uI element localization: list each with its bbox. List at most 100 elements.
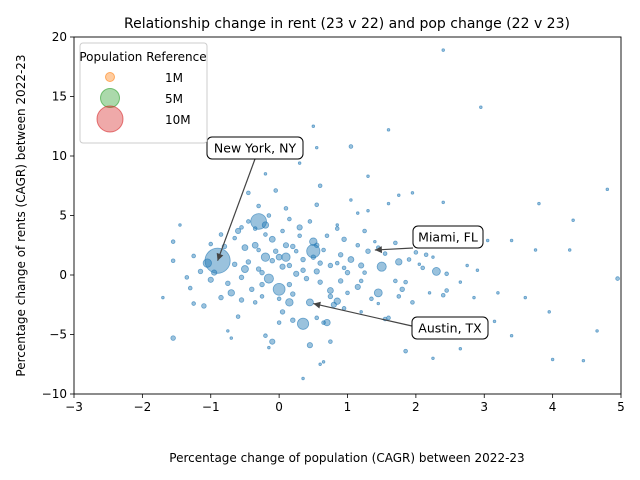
data-point [373,288,383,298]
data-point [263,232,268,237]
data-point [283,206,289,211]
data-point [280,228,285,234]
annotation-box [412,225,484,249]
chart-title: Relationship change in rent (23 v 22) an… [124,16,570,32]
data-point [170,335,176,341]
data-point [386,201,391,206]
data-point [472,295,476,300]
data-point [231,261,238,267]
data-point [246,219,251,224]
data-point [246,190,251,196]
data-point [431,356,435,361]
data-point [273,188,278,193]
annotation-box [206,136,304,160]
data-point [313,268,320,275]
data-point [269,258,275,264]
data-point [282,242,290,249]
data-point [362,228,367,234]
x-tick-label: −3 [65,400,83,414]
data-point [293,248,299,254]
data-point [345,290,350,296]
data-point [395,258,403,266]
data-point [492,319,497,324]
data-point [341,306,347,311]
data-point [431,255,435,259]
data-point [335,223,339,227]
data-point [382,251,388,256]
annotation-arrow [313,302,413,327]
data-point [537,201,541,206]
data-point [235,314,241,319]
data-point [314,202,320,208]
data-point [334,226,340,231]
data-point [249,286,255,292]
data-point [161,295,165,300]
data-point [261,221,270,229]
data-point [396,294,402,299]
data-point [252,300,258,305]
data-point [327,287,334,294]
data-point [218,294,224,301]
data-point [318,362,322,366]
data-point [441,48,445,52]
data-point [281,252,291,262]
legend-label-10m: 10M [165,113,191,127]
data-point [354,283,361,290]
data-point [315,145,319,150]
x-tick-label: 0 [275,400,283,414]
x-tick-label: 1 [344,400,352,414]
y-tick-label: −5 [49,328,67,342]
data-point [317,260,323,266]
data-point [269,338,276,345]
data-point [330,301,337,308]
data-point [245,259,252,265]
data-point [334,260,340,266]
data-point [321,320,326,325]
data-point [403,279,408,285]
data-point [327,262,334,269]
data-point [268,235,276,243]
data-point [410,191,415,195]
legend-title: Population Reference [79,50,206,64]
data-point [605,187,610,192]
data-point [496,291,500,295]
data-point [287,216,292,222]
annotation-box [411,316,489,340]
data-point [207,276,214,283]
data-point [301,376,305,381]
data-point [286,262,293,269]
x-axis-label: Percentage change of population (CAGR) b… [169,451,524,465]
data-point [365,248,371,254]
data-point [276,296,282,302]
data-point [293,270,300,277]
data-point [263,333,268,338]
data-point [441,200,445,205]
data-point [314,315,320,321]
legend-label-1m: 1M [165,71,183,85]
y-tick-label: −10 [42,387,67,401]
data-point [314,242,320,248]
data-point [399,286,405,292]
x-tick-label: −2 [134,400,152,414]
data-point [323,318,331,327]
x-tick-label: −1 [202,400,220,414]
data-point [259,281,265,288]
data-point [369,296,374,302]
data-point [420,265,425,271]
data-point [297,161,302,165]
y-tick-label: 10 [52,149,67,163]
data-point [393,278,398,284]
data-point [305,298,314,307]
data-point [306,342,313,349]
data-point [239,225,244,230]
annotation-arrowhead [313,301,321,309]
data-point [252,226,258,231]
data-point [263,172,268,176]
y-axis-label: Percentage change of rents (CAGR) betwee… [14,54,28,376]
data-point [238,274,245,281]
x-tick-label: 4 [549,400,557,414]
data-point [386,128,391,132]
data-point [225,280,231,287]
annotation-arrowhead [374,246,382,254]
annotation-label: Austin, TX [418,321,482,336]
